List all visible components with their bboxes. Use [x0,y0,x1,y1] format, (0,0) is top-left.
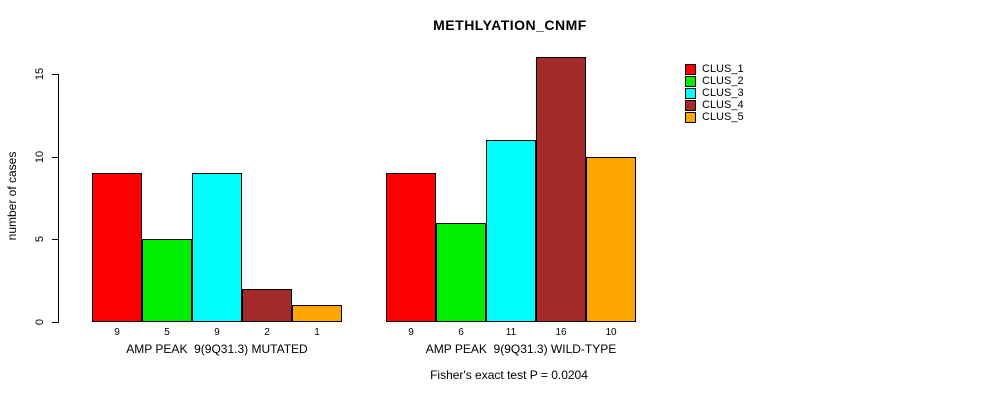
legend-label: CLUS_5 [702,110,744,123]
group-label: AMP PEAK 9(9Q31.3) WILD-TYPE [425,342,617,356]
bar-value-label: 10 [605,327,617,338]
fisher-test-caption: Fisher's exact test P = 0.0204 [430,368,588,382]
bar-clus_4-group2 [536,57,586,322]
bar-value-label: 9 [114,327,120,338]
y-axis-line [58,74,59,323]
bar-value-label: 9 [408,327,414,338]
bar-clus_3-group1 [192,173,242,322]
legend-item-clus_5: CLUS_5 [685,111,744,123]
group-label: AMP PEAK 9(9Q31.3) MUTATED [126,342,308,356]
y-axis-tick [52,322,59,323]
y-axis-tick-label: 10 [34,150,46,164]
y-axis-tick [52,74,59,75]
legend-item-clus_3: CLUS_3 [685,87,744,99]
legend-swatch-clus_4 [685,99,696,111]
bar-clus_3-group2 [486,140,536,322]
legend-item-clus_1: CLUS_1 [685,63,744,75]
bar-value-label: 5 [164,327,170,338]
legend-label: CLUS_2 [702,74,744,87]
y-axis-tick-label: 5 [34,235,46,243]
bar-clus_5-group1 [292,305,342,322]
legend-swatch-clus_1 [685,63,696,75]
bar-clus_2-group1 [142,239,192,322]
legend-item-clus_2: CLUS_2 [685,75,744,87]
bar-value-label: 16 [555,327,567,338]
legend-label: CLUS_1 [702,62,744,75]
bar-clus_5-group2 [586,157,636,322]
bar-clus_1-group1 [92,173,142,322]
y-axis-tick-label: 0 [34,318,46,326]
bar-value-label: 6 [458,327,464,338]
chart-title: METHLYATION_CNMF [433,17,587,33]
bar-clus_4-group1 [242,289,292,322]
legend-label: CLUS_3 [702,86,744,99]
bar-clus_2-group2 [436,223,486,322]
y-axis-label: number of cases [5,151,19,241]
y-axis-tick [52,157,59,158]
bar-value-label: 2 [264,327,270,338]
legend-swatch-clus_5 [685,111,696,123]
legend: CLUS_1 CLUS_2 CLUS_3 CLUS_4 CLUS_5 [685,63,744,123]
legend-item-clus_4: CLUS_4 [685,99,744,111]
y-axis-tick [52,239,59,240]
bar-value-label: 1 [314,327,320,338]
bar-clus_1-group2 [386,173,436,322]
legend-swatch-clus_3 [685,87,696,99]
legend-swatch-clus_2 [685,75,696,87]
y-axis-tick-label: 15 [34,67,46,81]
legend-label: CLUS_4 [702,98,744,111]
bar-value-label: 11 [505,327,517,338]
bar-value-label: 9 [214,327,220,338]
